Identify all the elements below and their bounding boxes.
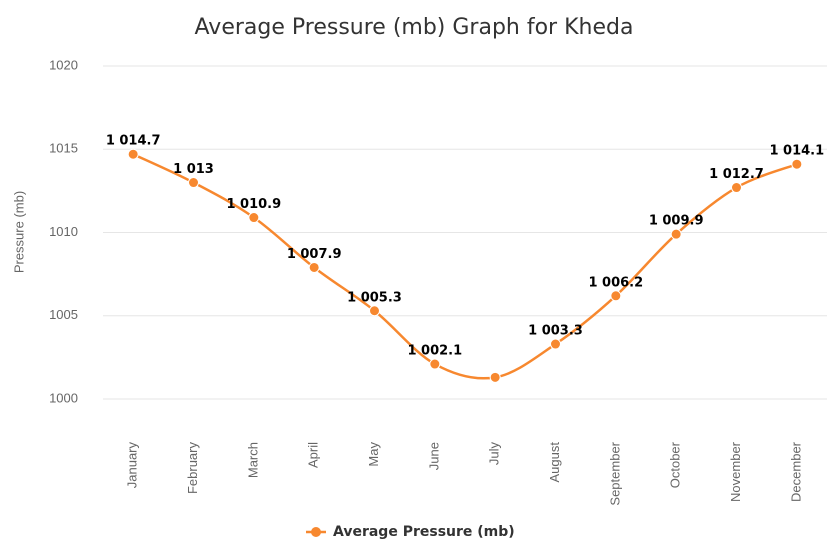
y-tick-label: 1000 [49, 390, 78, 405]
data-label: 1 005.3 [347, 290, 402, 305]
y-tick-label: 1015 [49, 141, 78, 156]
data-point [610, 290, 622, 302]
x-tick-label: February [185, 442, 200, 495]
data-label: 1 013 [173, 162, 214, 177]
data-label: 1 006.2 [588, 275, 643, 290]
data-label: 1 012.7 [709, 167, 764, 182]
data-label: 1 002.1 [407, 344, 462, 359]
y-tick-label: 1020 [49, 57, 78, 72]
y-tick-label: 1005 [49, 307, 78, 322]
data-point [791, 158, 803, 170]
legend-marker [311, 527, 321, 537]
legend-label: Average Pressure (mb) [333, 524, 515, 540]
data-point [369, 305, 380, 317]
data-point [731, 182, 742, 194]
data-point [429, 358, 441, 370]
x-tick-label: August [547, 442, 562, 483]
x-tick-label: May [366, 442, 381, 467]
x-tick-label: December [788, 441, 803, 502]
series-line [132, 153, 798, 380]
x-tick-label: September [607, 441, 622, 505]
data-point [248, 212, 260, 224]
chart-title: Average Pressure (mb) Graph for Kheda [195, 15, 634, 40]
x-tick-label: April [306, 442, 321, 468]
data-point [188, 177, 199, 189]
data-label: 1 007.9 [287, 247, 342, 262]
x-tick-label: June [426, 442, 441, 470]
data-point [670, 228, 682, 240]
x-tick-label: July [487, 442, 502, 466]
data-label: 1 009.9 [649, 214, 704, 229]
y-tick-label: 1010 [49, 224, 78, 239]
x-tick-label: November [728, 441, 743, 502]
x-tick-label: October [668, 441, 683, 488]
data-label: 1 010.9 [226, 197, 281, 212]
x-tick-label: January [125, 442, 140, 489]
data-point [550, 338, 561, 350]
y-axis-label: Pressure (mb) [11, 191, 26, 273]
data-point [489, 371, 501, 383]
data-point [308, 261, 320, 273]
data-point [127, 148, 139, 160]
data-label: 1 003.3 [528, 324, 583, 339]
data-label: 1 014.1 [769, 144, 824, 159]
data-label: 1 014.7 [106, 134, 161, 149]
x-tick-label: March [245, 442, 260, 478]
